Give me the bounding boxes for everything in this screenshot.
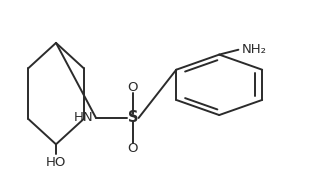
Text: HO: HO (46, 156, 66, 169)
Text: HN: HN (74, 112, 94, 124)
Text: S: S (128, 111, 138, 125)
Text: O: O (128, 142, 138, 155)
Text: O: O (128, 81, 138, 94)
Text: NH₂: NH₂ (242, 43, 267, 56)
